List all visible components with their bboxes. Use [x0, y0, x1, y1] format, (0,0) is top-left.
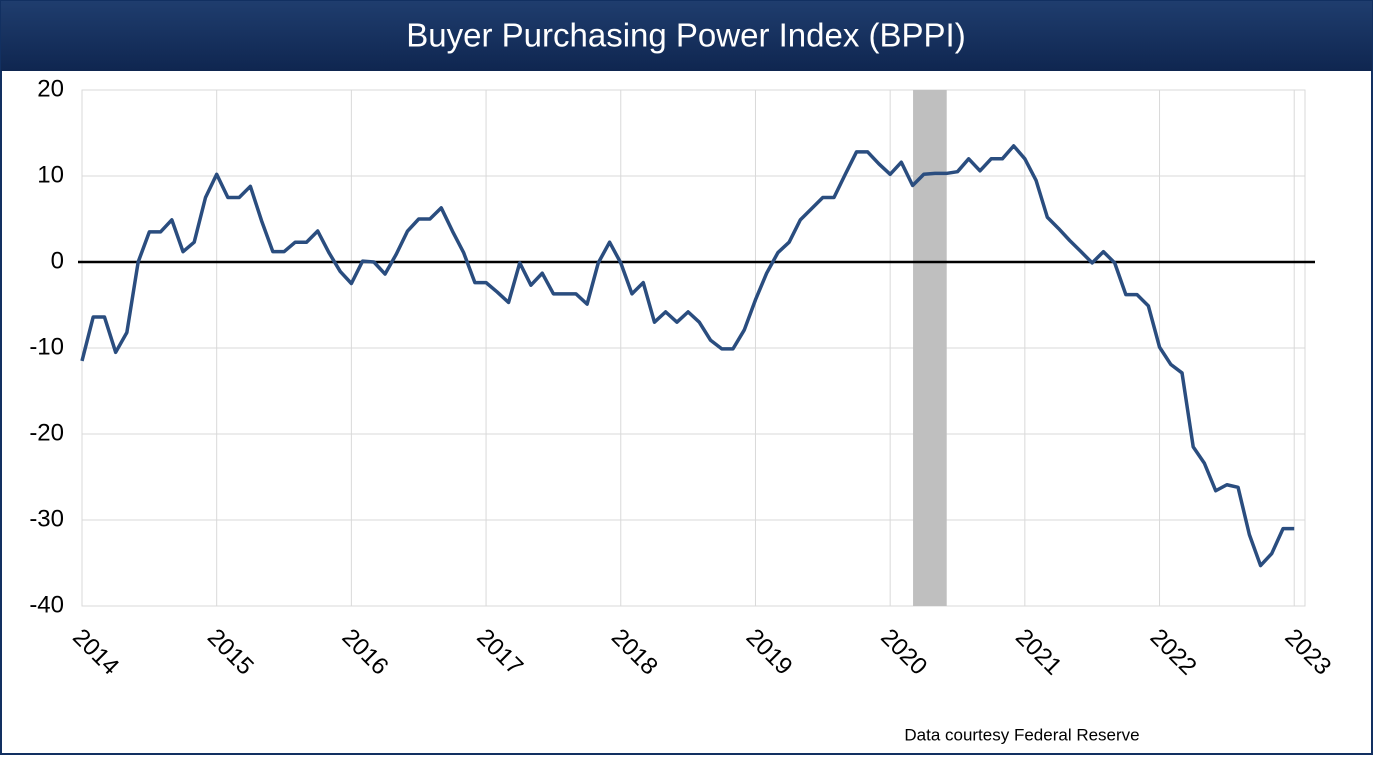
- y-tick-label: -20: [29, 419, 64, 446]
- header: [1, 1, 1372, 71]
- y-tick-label: -10: [29, 333, 64, 360]
- y-tick-label: -30: [29, 505, 64, 532]
- chart-title: Buyer Purchasing Power Index (BPPI): [406, 17, 965, 54]
- source: Data courtesy Federal Reserve: [904, 725, 1139, 744]
- recession-band: [913, 90, 947, 606]
- y-tick-label: -40: [29, 591, 64, 618]
- line-series: [80, 144, 1295, 568]
- y-tick-label: 0: [51, 247, 64, 274]
- y-tick-label: 10: [37, 161, 64, 188]
- y-tick-label: 20: [37, 75, 64, 102]
